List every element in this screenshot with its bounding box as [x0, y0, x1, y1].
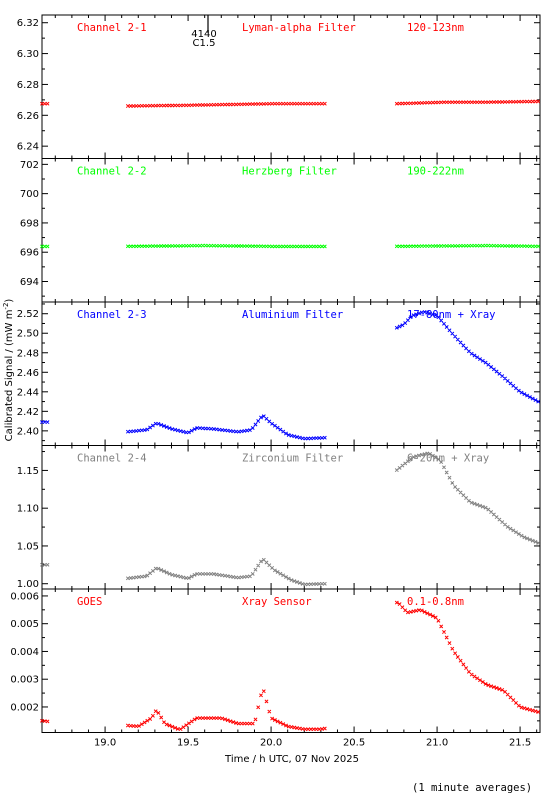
- y-tick-label: 2.48: [17, 348, 39, 359]
- filter-label: Herzberg Filter: [242, 166, 337, 178]
- x-tick-label: 19.5: [177, 738, 199, 749]
- data-series-markers: [40, 310, 541, 441]
- y-tick-label: 2.50: [17, 329, 39, 340]
- y-tick-label: 0.006: [10, 591, 39, 602]
- channel-label: Channel 2-4: [77, 453, 147, 465]
- y-tick-label: 1.05: [17, 541, 39, 552]
- y-tick-label: 694: [20, 277, 39, 288]
- band-label: 190-222nm: [407, 166, 464, 178]
- x-tick-label: 19.0: [94, 738, 116, 749]
- y-tick-label: 0.005: [10, 619, 39, 630]
- averaging-note: (1 minute averages): [412, 782, 533, 794]
- panel-frame: [41, 588, 541, 733]
- y-tick-label: 1.00: [17, 579, 39, 590]
- y-axis-label: Calibrated Signal / (mW m-2): [2, 299, 15, 442]
- filter-label: Xray Sensor: [242, 596, 312, 608]
- x-tick-label: 21.5: [509, 738, 531, 749]
- y-tick-label: 0.002: [10, 702, 39, 713]
- x-tick-label: 21.0: [426, 738, 448, 749]
- x-axis-label: Time / h UTC, 07 Nov 2025: [224, 754, 359, 765]
- channel-label: Channel 2-3: [77, 309, 147, 321]
- y-tick-label: 6.28: [17, 80, 39, 91]
- y-tick-label: 6.32: [17, 18, 39, 29]
- y-tick-label: 6.26: [17, 111, 39, 122]
- y-tick-label: 2.44: [17, 387, 39, 398]
- band-label: 120-123nm: [407, 22, 464, 34]
- panel-frame: [41, 445, 541, 590]
- y-tick-label: 6.30: [17, 49, 39, 60]
- data-series-markers: [40, 600, 541, 732]
- y-tick-label: 702: [20, 160, 39, 171]
- data-series-markers: [40, 99, 541, 108]
- flare-marker-label: 4140: [191, 29, 216, 40]
- channel-label: Channel 2-1: [77, 22, 147, 34]
- panel-frame: [41, 158, 541, 303]
- y-tick-label: 2.52: [17, 309, 39, 320]
- channel-label: GOES: [77, 596, 102, 608]
- y-tick-label: 698: [20, 218, 39, 229]
- panel-frame: [41, 14, 541, 159]
- x-tick-label: 20.0: [260, 738, 282, 749]
- panel-frame: [41, 301, 541, 446]
- flare-class-label: C1.5: [193, 38, 216, 49]
- y-tick-label: 6.24: [17, 142, 39, 153]
- y-tick-label: 1.10: [17, 504, 39, 515]
- y-tick-label: 2.42: [17, 407, 39, 418]
- y-tick-label: 2.40: [17, 426, 39, 437]
- y-tick-label: 1.15: [17, 466, 39, 477]
- data-series-markers: [40, 243, 541, 249]
- filter-label: Aluminium Filter: [242, 309, 343, 321]
- y-tick-label: 696: [20, 248, 39, 259]
- y-tick-label: 2.46: [17, 368, 39, 379]
- channel-label: Channel 2-2: [77, 166, 147, 178]
- x-tick-label: 20.5: [343, 738, 365, 749]
- band-label: 6-20nm + Xray: [407, 453, 489, 465]
- filter-label: Lyman-alpha Filter: [242, 22, 356, 34]
- y-tick-label: 0.003: [10, 675, 39, 686]
- filter-label: Zirconium Filter: [242, 453, 343, 465]
- y-tick-label: 700: [20, 189, 39, 200]
- y-tick-label: 0.004: [10, 647, 39, 658]
- data-series-markers: [40, 451, 541, 587]
- band-label: 0.1-0.8nm: [407, 596, 464, 608]
